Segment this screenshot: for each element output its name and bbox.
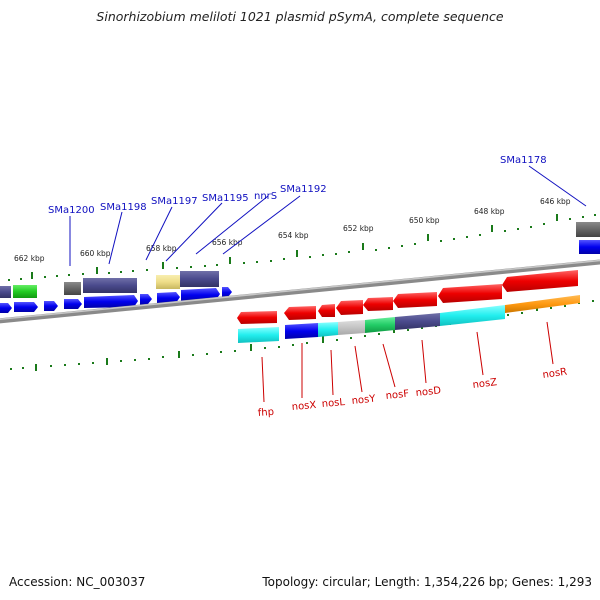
upper-feature-track bbox=[0, 222, 600, 298]
lower-feature-track bbox=[238, 295, 580, 343]
cds-arrow bbox=[84, 295, 138, 308]
gene-feature bbox=[180, 271, 219, 287]
gene-label-nnrs: nnrS bbox=[254, 191, 277, 202]
cds-arrow bbox=[14, 302, 38, 312]
gene-feature bbox=[156, 275, 180, 289]
gene-label-sma1178: SMa1178 bbox=[500, 155, 547, 166]
gene-feature bbox=[83, 278, 137, 293]
cds-arrow bbox=[318, 304, 335, 317]
gene-label-nosf: nosF bbox=[385, 389, 410, 402]
upper-gene-labels: SMa1178 SMa1192 nnrS SMa1195 SMa1197 SMa… bbox=[48, 155, 547, 216]
gene-label-sma1197: SMa1197 bbox=[151, 196, 198, 207]
gene-feature bbox=[13, 285, 37, 298]
upper-ruler-ticks bbox=[8, 214, 596, 281]
scale-label-656: 656 kbp bbox=[212, 238, 243, 247]
gene-label-sma1200: SMa1200 bbox=[48, 205, 95, 216]
red-cds-track bbox=[237, 270, 578, 324]
gene-feature bbox=[238, 327, 279, 343]
cds-arrow bbox=[140, 294, 152, 305]
cds-arrow bbox=[363, 297, 393, 311]
cds-arrow bbox=[336, 300, 363, 315]
accession-text: Accession: NC_003037 bbox=[9, 575, 146, 589]
gene-feature bbox=[285, 323, 318, 339]
cds-arrow bbox=[157, 292, 180, 304]
gene-feature bbox=[338, 320, 365, 335]
scale-label-648: 648 kbp bbox=[474, 207, 505, 216]
cds-arrow bbox=[64, 299, 82, 309]
cds-arrow bbox=[44, 301, 58, 311]
scale-label-658: 658 kbp bbox=[146, 244, 177, 253]
cds-block bbox=[579, 240, 600, 254]
cds-arrow bbox=[222, 287, 232, 298]
cds-arrow bbox=[502, 270, 578, 292]
lower-label-leaders bbox=[261, 321, 554, 403]
cds-arrow bbox=[284, 306, 316, 320]
cds-arrow bbox=[0, 303, 12, 313]
cds-arrow bbox=[438, 284, 502, 303]
scale-label-660: 660 kbp bbox=[80, 249, 111, 258]
topology-summary: Topology: circular; Length: 1,354,226 bp… bbox=[262, 575, 592, 589]
gene-feature bbox=[365, 317, 395, 333]
upper-label-leaders bbox=[69, 165, 587, 266]
gene-label-nosx: nosX bbox=[291, 400, 317, 413]
gene-label-sma1198: SMa1198 bbox=[100, 202, 147, 213]
cds-arrow bbox=[393, 292, 437, 308]
gene-feature bbox=[440, 305, 505, 326]
gene-label-sma1195: SMa1195 bbox=[202, 193, 249, 204]
gene-feature bbox=[576, 222, 600, 237]
gene-label-nosz: nosZ bbox=[472, 377, 498, 391]
gene-feature bbox=[505, 295, 580, 313]
gene-feature bbox=[395, 313, 440, 330]
gene-label-nosy: nosY bbox=[351, 393, 377, 407]
gene-label-nosl: nosL bbox=[321, 397, 346, 410]
gene-feature bbox=[0, 286, 11, 298]
scale-label-654: 654 kbp bbox=[278, 231, 309, 240]
gene-label-sma1192: SMa1192 bbox=[280, 184, 327, 195]
scale-label-662: 662 kbp bbox=[14, 254, 45, 263]
scale-label-650: 650 kbp bbox=[409, 216, 440, 225]
gene-feature bbox=[318, 322, 338, 337]
cds-arrow bbox=[237, 311, 277, 324]
lower-gene-labels: fhp nosX nosL nosY nosF nosD nosZ nosR bbox=[257, 367, 567, 419]
gene-feature bbox=[64, 282, 81, 295]
scale-label-652: 652 kbp bbox=[343, 224, 374, 233]
gene-label-fhp: fhp bbox=[257, 407, 274, 419]
genome-backbone bbox=[0, 259, 600, 324]
map-title: Sinorhizobium meliloti 1021 plasmid pSym… bbox=[96, 9, 504, 24]
gene-label-nosr: nosR bbox=[542, 367, 568, 381]
scale-label-646: 646 kbp bbox=[540, 197, 571, 206]
gene-label-nosd: nosD bbox=[415, 385, 442, 399]
scale-labels: 646 kbp 648 kbp 650 kbp 652 kbp 654 kbp … bbox=[14, 197, 571, 263]
